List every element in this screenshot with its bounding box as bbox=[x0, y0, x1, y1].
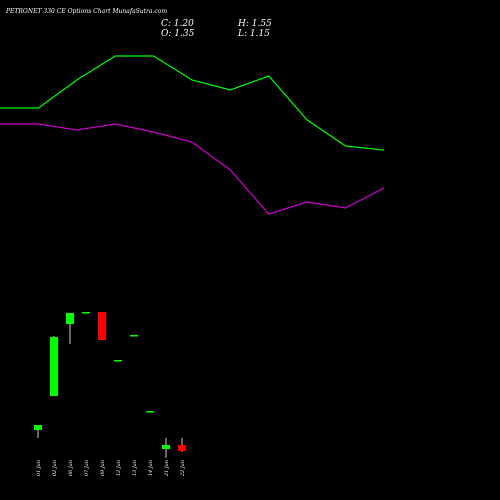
open-readout: O: 1.35 bbox=[161, 29, 195, 39]
candle-body bbox=[178, 445, 186, 451]
candle-body bbox=[66, 313, 74, 324]
band-lines bbox=[0, 55, 385, 215]
x-tick-label: 13 Jan bbox=[132, 460, 138, 476]
x-tick-label: 02 Jan bbox=[52, 460, 58, 476]
chart-title: PETRONET 330 CE Options Chart MunafaSutr… bbox=[5, 8, 167, 15]
x-tick-label: 01 Jan bbox=[36, 460, 42, 476]
candle bbox=[66, 313, 74, 344]
x-tick-label: 12 Jan bbox=[116, 460, 122, 476]
x-tick-label: 07 Jan bbox=[84, 460, 90, 476]
candle bbox=[34, 425, 42, 438]
candle bbox=[114, 360, 122, 362]
candle-body bbox=[146, 411, 154, 413]
upper-band-line bbox=[0, 55, 385, 151]
candle-body bbox=[114, 360, 122, 362]
candle-body bbox=[82, 312, 90, 314]
close-readout: C: 1.20 bbox=[161, 19, 194, 29]
candle-body bbox=[130, 335, 138, 337]
x-tick-label: 06 Jan bbox=[68, 460, 74, 476]
x-tick-label: 14 Jan bbox=[148, 460, 154, 476]
candle-body bbox=[98, 312, 106, 340]
x-tick-label: 09 Jan bbox=[100, 460, 106, 476]
candle bbox=[162, 438, 170, 458]
candle bbox=[130, 335, 138, 337]
candle bbox=[178, 438, 186, 452]
candles bbox=[34, 312, 186, 458]
candle bbox=[82, 312, 90, 314]
lower-band-line bbox=[0, 123, 385, 215]
x-tick-label: 21 Jan bbox=[164, 460, 170, 477]
candle-body bbox=[34, 425, 42, 430]
candle bbox=[146, 411, 154, 413]
candle-body bbox=[162, 445, 170, 449]
candle bbox=[50, 336, 58, 396]
x-tick-label: 22 Jan bbox=[180, 460, 186, 477]
low-readout: L: 1.15 bbox=[237, 29, 270, 39]
high-readout: H: 1.55 bbox=[237, 19, 272, 29]
x-tick-labels: 01 Jan 02 Jan 06 Jan 07 Jan 09 Jan 12 Jan 13 J… bbox=[36, 460, 186, 477]
candle-body bbox=[50, 337, 58, 396]
candle bbox=[98, 312, 106, 340]
